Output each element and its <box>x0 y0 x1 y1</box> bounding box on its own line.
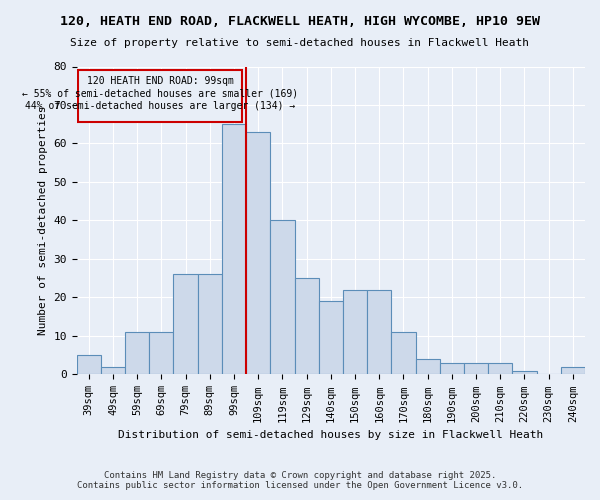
Bar <box>512 370 536 374</box>
Bar <box>173 274 198 374</box>
Bar <box>561 366 585 374</box>
Text: ← 55% of semi-detached houses are smaller (169): ← 55% of semi-detached houses are smalle… <box>22 89 298 99</box>
Text: Contains HM Land Registry data © Crown copyright and database right 2025.
Contai: Contains HM Land Registry data © Crown c… <box>77 470 523 490</box>
Bar <box>295 278 319 374</box>
FancyBboxPatch shape <box>78 70 242 122</box>
Bar <box>391 332 416 374</box>
Bar <box>149 332 173 374</box>
Y-axis label: Number of semi-detached properties: Number of semi-detached properties <box>38 106 48 335</box>
Bar <box>464 363 488 374</box>
Text: 120 HEATH END ROAD: 99sqm: 120 HEATH END ROAD: 99sqm <box>87 76 233 86</box>
Text: Size of property relative to semi-detached houses in Flackwell Heath: Size of property relative to semi-detach… <box>71 38 530 48</box>
Text: 44% of semi-detached houses are larger (134) →: 44% of semi-detached houses are larger (… <box>25 101 295 111</box>
Bar <box>319 302 343 374</box>
Bar <box>198 274 222 374</box>
Bar <box>416 359 440 374</box>
Bar <box>271 220 295 374</box>
Bar <box>440 363 464 374</box>
Bar <box>101 366 125 374</box>
Bar <box>367 290 391 374</box>
X-axis label: Distribution of semi-detached houses by size in Flackwell Heath: Distribution of semi-detached houses by … <box>118 430 544 440</box>
Bar <box>125 332 149 374</box>
Bar <box>488 363 512 374</box>
Bar <box>77 355 101 374</box>
Bar <box>222 124 246 374</box>
Bar <box>343 290 367 374</box>
Bar <box>246 132 271 374</box>
Text: 120, HEATH END ROAD, FLACKWELL HEATH, HIGH WYCOMBE, HP10 9EW: 120, HEATH END ROAD, FLACKWELL HEATH, HI… <box>60 15 540 28</box>
